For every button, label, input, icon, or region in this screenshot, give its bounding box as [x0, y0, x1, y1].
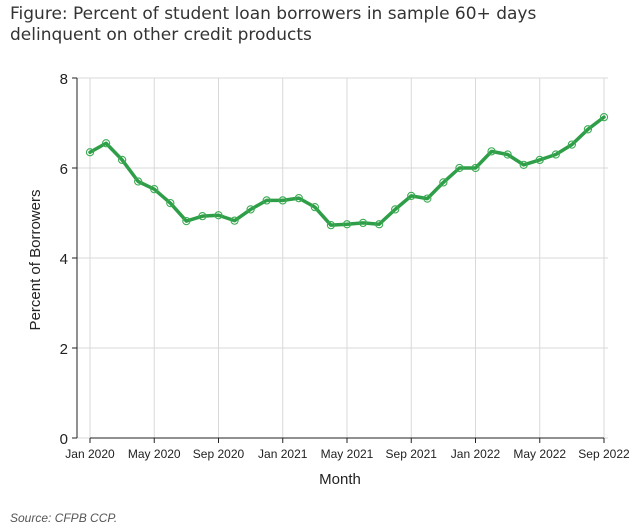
y-tick-label: 8	[60, 71, 68, 88]
data-point	[423, 194, 432, 203]
data-point	[471, 163, 480, 173]
data-point	[246, 205, 255, 214]
data-point	[503, 150, 512, 159]
data-point	[567, 140, 577, 149]
data-point	[407, 191, 416, 201]
x-tick-label: Jan 2021	[258, 447, 308, 461]
x-tick-label: May 2021	[321, 447, 374, 461]
figure-title: Figure: Percent of student loan borrower…	[10, 4, 610, 46]
data-point	[439, 178, 448, 187]
data-point	[278, 196, 287, 205]
y-tick-label: 6	[60, 161, 68, 178]
x-tick-label: May 2020	[128, 447, 181, 461]
axes: 0 2 4 6 8 Jan 2020 May 2020 Sep 2020 Jan 2021 May…	[60, 71, 630, 461]
data-point	[150, 184, 159, 194]
series-delinquency	[85, 113, 609, 230]
figure-title-line-1: Figure: Percent of student loan borrower…	[10, 4, 537, 24]
x-tick-label: Sep 2022	[578, 447, 630, 461]
data-point	[85, 148, 95, 157]
x-tick-label: Jan 2022	[451, 447, 501, 461]
x-axis-label: Month	[319, 471, 361, 488]
data-point	[391, 205, 400, 214]
figure-title-line-2: delinquent on other credit products	[10, 25, 312, 45]
data-point	[166, 198, 175, 208]
data-point	[583, 125, 593, 134]
y-axis-label: Percent of Borrowers	[27, 190, 44, 331]
x-tick-label: Sep 2020	[193, 447, 245, 461]
data-point	[134, 177, 143, 186]
data-point	[535, 155, 544, 165]
series-line	[88, 115, 606, 227]
data-point	[374, 220, 384, 229]
line-chart: 0 2 4 6 8 Jan 2020 May 2020 Sep 2020 Jan 2021 May…	[27, 71, 630, 488]
data-point	[487, 147, 496, 156]
data-point	[455, 163, 464, 173]
gridlines	[77, 77, 608, 439]
data-point	[214, 211, 223, 220]
y-tick-label: 4	[60, 251, 68, 268]
data-point	[326, 220, 336, 230]
data-point	[342, 220, 352, 229]
data-point	[262, 196, 271, 205]
x-tick-label: Jan 2020	[65, 447, 115, 461]
data-point	[198, 211, 207, 221]
x-tick-label: May 2022	[513, 447, 566, 461]
data-point	[358, 218, 368, 228]
x-tick-label: Sep 2021	[386, 447, 438, 461]
y-tick-label: 2	[60, 341, 68, 358]
data-point	[294, 193, 303, 203]
source-note: Source: CFPB CCP.	[10, 511, 118, 525]
data-point	[519, 160, 528, 169]
data-point	[117, 155, 127, 165]
y-tick-label: 0	[60, 431, 68, 448]
data-point	[310, 202, 320, 212]
data-point	[551, 150, 560, 159]
data-point	[599, 113, 609, 122]
data-point	[101, 139, 111, 148]
data-point	[182, 216, 191, 226]
data-point	[230, 216, 239, 225]
